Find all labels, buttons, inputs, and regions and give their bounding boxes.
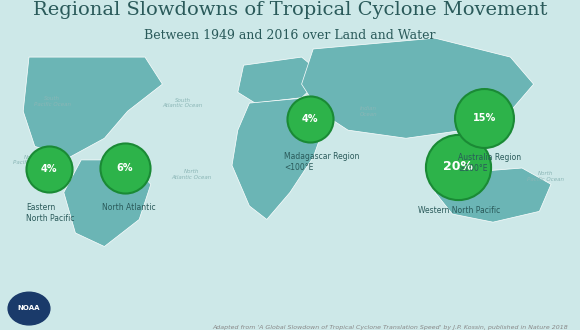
Text: NOAA: NOAA: [18, 305, 40, 311]
Text: Regional Slowdowns of Tropical Cyclone Movement: Regional Slowdowns of Tropical Cyclone M…: [32, 1, 548, 19]
Point: [120, 165, 129, 171]
Text: 15%: 15%: [473, 113, 496, 123]
Text: South
Pacific Ocean: South Pacific Ocean: [34, 96, 71, 107]
Text: South
Atlantic Ocean: South Atlantic Ocean: [162, 98, 203, 109]
Text: Australia Region
≥100°E: Australia Region ≥100°E: [458, 153, 521, 173]
Text: 4%: 4%: [41, 164, 57, 174]
Text: North
Pacific Ocean: North Pacific Ocean: [13, 154, 50, 165]
Point: [480, 115, 489, 120]
Text: Western North Pacific: Western North Pacific: [418, 206, 500, 215]
Point: [454, 164, 463, 169]
Polygon shape: [238, 57, 325, 103]
Circle shape: [8, 292, 50, 325]
Text: 6%: 6%: [117, 163, 133, 173]
Text: Adapted from 'A Global Slowdown of Tropical Cyclone Translation Speed' by J.P. K: Adapted from 'A Global Slowdown of Tropi…: [213, 325, 568, 330]
Polygon shape: [435, 168, 551, 222]
Text: Madagascar Region
<100°E: Madagascar Region <100°E: [284, 152, 360, 172]
Point: [45, 167, 54, 172]
Text: Eastern
North Pacific: Eastern North Pacific: [26, 203, 75, 223]
Text: North
Atlantic Ocean: North Atlantic Ocean: [171, 169, 212, 180]
Text: Indian
Ocean: Indian Ocean: [360, 106, 377, 116]
Text: 4%: 4%: [302, 114, 318, 124]
Polygon shape: [232, 98, 325, 219]
Polygon shape: [23, 57, 162, 157]
Polygon shape: [302, 38, 534, 138]
Polygon shape: [64, 160, 151, 247]
Text: Between 1949 and 2016 over Land and Water: Between 1949 and 2016 over Land and Wate…: [144, 29, 436, 42]
Text: North Atlantic: North Atlantic: [102, 203, 155, 212]
Point: [306, 117, 315, 122]
Text: 20%: 20%: [443, 160, 473, 173]
Text: North
Pacific Ocean: North Pacific Ocean: [527, 171, 564, 182]
